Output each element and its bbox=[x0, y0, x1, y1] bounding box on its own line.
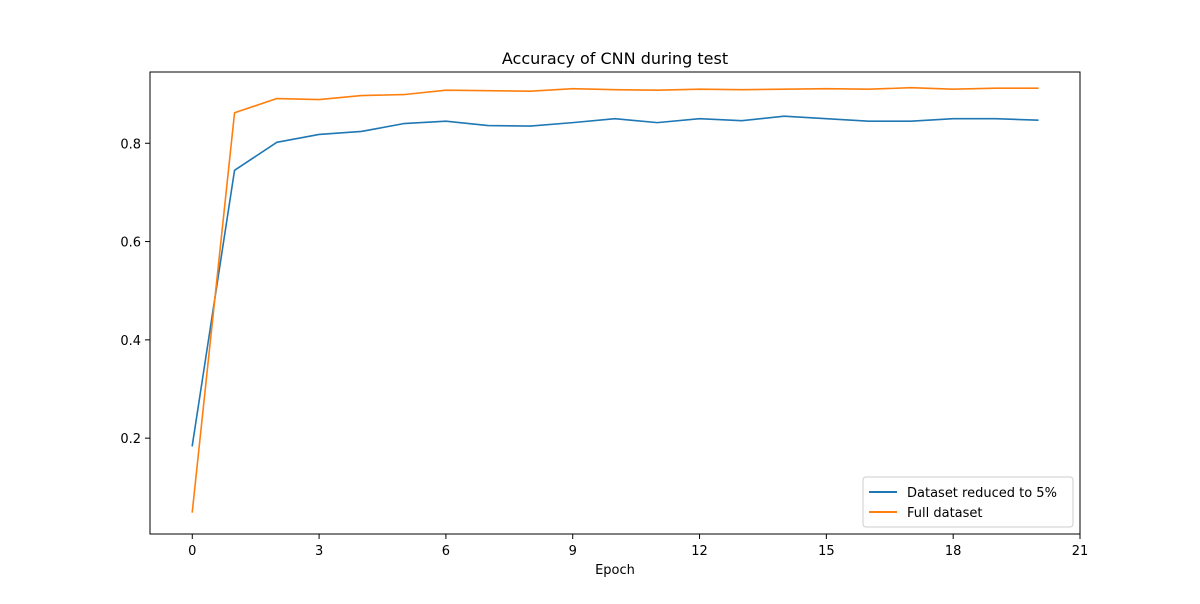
y-tick-label: 0.8 bbox=[120, 137, 141, 152]
y-tick-label: 0.4 bbox=[120, 334, 141, 349]
x-axis-ticks: 0 3 6 9 12 15 18 21 bbox=[188, 534, 1088, 559]
y-tick-label: 0.6 bbox=[120, 236, 141, 251]
x-tick-label: 0 bbox=[188, 544, 196, 559]
x-tick-label: 3 bbox=[315, 544, 323, 559]
series-lines bbox=[191, 86, 1039, 513]
y-tick-label: 0.2 bbox=[120, 432, 141, 447]
legend-label: Dataset reduced to 5% bbox=[907, 486, 1057, 501]
x-tick-label: 9 bbox=[569, 544, 577, 559]
x-tick-label: 12 bbox=[691, 544, 708, 559]
legend-label: Full dataset bbox=[907, 506, 983, 521]
chart-title: Accuracy of CNN during test bbox=[502, 49, 728, 68]
x-tick-label: 15 bbox=[818, 544, 835, 559]
legend-box bbox=[862, 476, 1074, 528]
x-tick-label: 6 bbox=[442, 544, 450, 559]
x-tick-label: 21 bbox=[1072, 544, 1089, 559]
x-axis-label: Epoch bbox=[595, 563, 635, 578]
legend: Dataset reduced to 5% Full dataset bbox=[862, 476, 1074, 528]
series-line-2 bbox=[191, 86, 1039, 513]
plot-frame bbox=[149, 71, 1081, 535]
y-axis-ticks: 0.2 0.4 0.6 0.8 bbox=[120, 137, 150, 447]
series-line-1 bbox=[191, 115, 1039, 447]
x-tick-label: 18 bbox=[945, 544, 962, 559]
